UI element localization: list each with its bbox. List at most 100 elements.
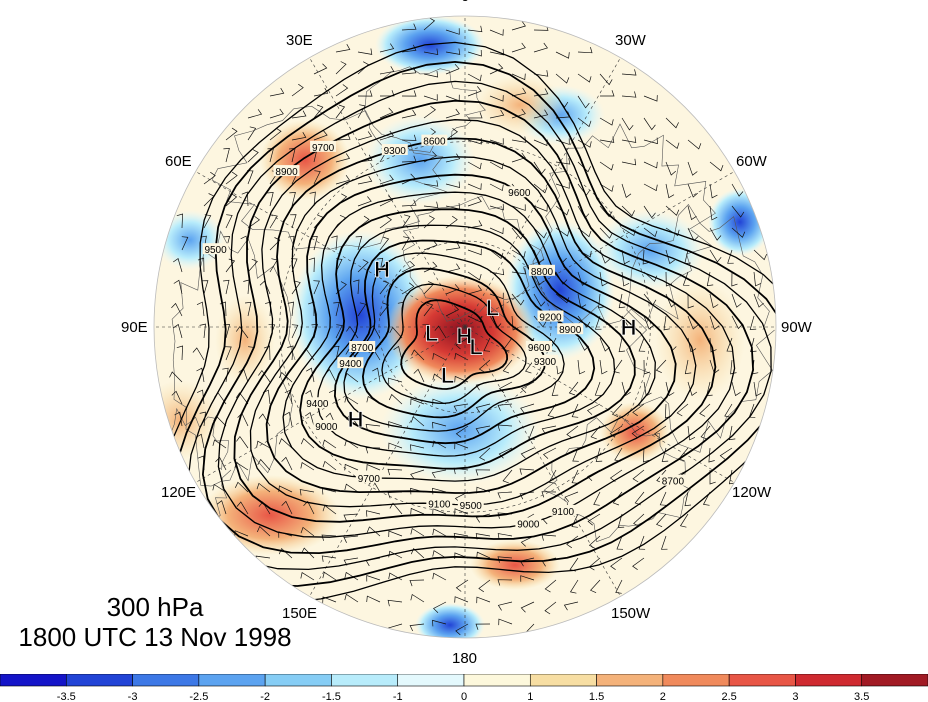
wind-barb xyxy=(313,280,320,295)
wind-barb xyxy=(423,106,437,119)
wind-barb xyxy=(269,127,282,141)
wind-barb xyxy=(247,126,257,141)
wind-barb xyxy=(173,279,183,295)
wind-barb xyxy=(366,595,381,603)
wind-barb xyxy=(387,468,403,476)
anomaly-warm xyxy=(655,280,745,400)
low-pressure-marker: L xyxy=(425,321,438,346)
wind-barb xyxy=(269,87,285,97)
wind-barb xyxy=(687,183,698,198)
wind-barb xyxy=(533,271,545,286)
wind-barb xyxy=(511,73,526,81)
contour-label-bg xyxy=(310,140,337,152)
contour-label: 9300 xyxy=(534,357,557,368)
colorbar-tick-label: 3.5 xyxy=(854,691,869,702)
wind-barb xyxy=(533,315,547,328)
wind-barb xyxy=(423,180,439,187)
wind-barb xyxy=(475,469,491,476)
wind-barb xyxy=(511,136,527,143)
wind-barb xyxy=(445,153,461,163)
wind-barb xyxy=(401,44,417,53)
wind-barb xyxy=(708,447,715,463)
wind-barb xyxy=(700,425,711,440)
wind-barb xyxy=(687,425,696,441)
wind-barb xyxy=(366,463,381,471)
wind-barb xyxy=(731,315,743,330)
wind-barb xyxy=(445,242,461,251)
contour-label-bg xyxy=(421,134,448,146)
contour-label-bg xyxy=(304,397,331,409)
colorbar-tick-label: 0 xyxy=(461,691,467,702)
high-pressure-marker: H xyxy=(374,257,390,282)
wind-barb xyxy=(588,535,601,549)
wind-barb xyxy=(653,425,667,438)
wind-barb xyxy=(521,381,535,393)
colorbar-tick-label: 3 xyxy=(792,691,798,702)
wind-barb xyxy=(497,579,513,586)
wind-barb xyxy=(612,491,623,506)
wind-barb xyxy=(212,483,227,493)
anomaly-warm xyxy=(475,75,565,135)
colorbar-tick-label: -1.5 xyxy=(322,691,341,702)
wind-barb xyxy=(388,442,403,450)
wind-barb xyxy=(631,425,645,438)
height-contour xyxy=(299,208,636,470)
wind-barb xyxy=(335,281,347,295)
contour-label: 9000 xyxy=(517,520,540,531)
wind-barb xyxy=(299,489,315,496)
wind-barb xyxy=(301,547,315,559)
wind-barb xyxy=(577,117,592,128)
wind-barb xyxy=(290,214,297,229)
wind-barb xyxy=(665,227,680,237)
wind-barb xyxy=(659,491,667,506)
wind-barb xyxy=(410,593,425,603)
wind-barb xyxy=(225,171,238,185)
wind-barb xyxy=(216,500,227,515)
low-pressure-marker: L xyxy=(486,296,499,321)
wind-barb xyxy=(379,302,390,317)
wind-barb xyxy=(401,199,417,207)
wind-barb xyxy=(731,205,745,218)
height-contour xyxy=(158,41,776,604)
wind-barb xyxy=(244,301,252,317)
anomaly-cold xyxy=(155,210,225,270)
wind-barb xyxy=(269,237,281,251)
polar-map: 9600 9500 9400 9300 9200 9100 9000 8900 8800 8700… xyxy=(153,15,777,639)
wind-barb xyxy=(372,367,381,383)
contour-label: 9100 xyxy=(428,500,451,511)
wind-barb xyxy=(171,390,183,405)
wind-barb xyxy=(632,469,645,483)
wind-barb xyxy=(638,535,646,550)
wind-barb xyxy=(236,326,249,339)
wind-barb xyxy=(555,51,570,59)
wind-barb xyxy=(343,557,359,566)
wind-barb xyxy=(665,249,675,265)
colorbar-box xyxy=(198,674,266,687)
wind-barb xyxy=(569,579,579,594)
low-pressure-marker: L xyxy=(469,334,482,359)
wind-barb xyxy=(595,447,603,462)
wind-barb xyxy=(590,579,601,594)
wind-barb xyxy=(577,227,592,238)
wind-barb xyxy=(247,216,260,229)
wind-barb xyxy=(511,249,526,258)
wind-barb xyxy=(599,227,613,239)
wind-barb xyxy=(541,425,557,435)
wind-barb xyxy=(511,204,526,211)
wind-barb xyxy=(577,73,592,83)
wind-barb xyxy=(533,70,549,77)
contour-label: 9400 xyxy=(339,359,362,370)
wind-barb xyxy=(615,579,623,594)
colorbar-box xyxy=(463,674,531,687)
wind-barb xyxy=(577,271,588,286)
wind-barb xyxy=(309,191,316,207)
wind-barb xyxy=(467,86,482,97)
contour-label-bg xyxy=(506,186,533,198)
wind-barb xyxy=(665,381,675,397)
wind-barb xyxy=(278,438,293,449)
wind-barb xyxy=(388,393,403,405)
colorbar-box xyxy=(397,674,465,687)
wind-barb xyxy=(321,555,337,562)
high-pressure-marker: H xyxy=(621,315,637,340)
wind-barb xyxy=(572,447,579,462)
